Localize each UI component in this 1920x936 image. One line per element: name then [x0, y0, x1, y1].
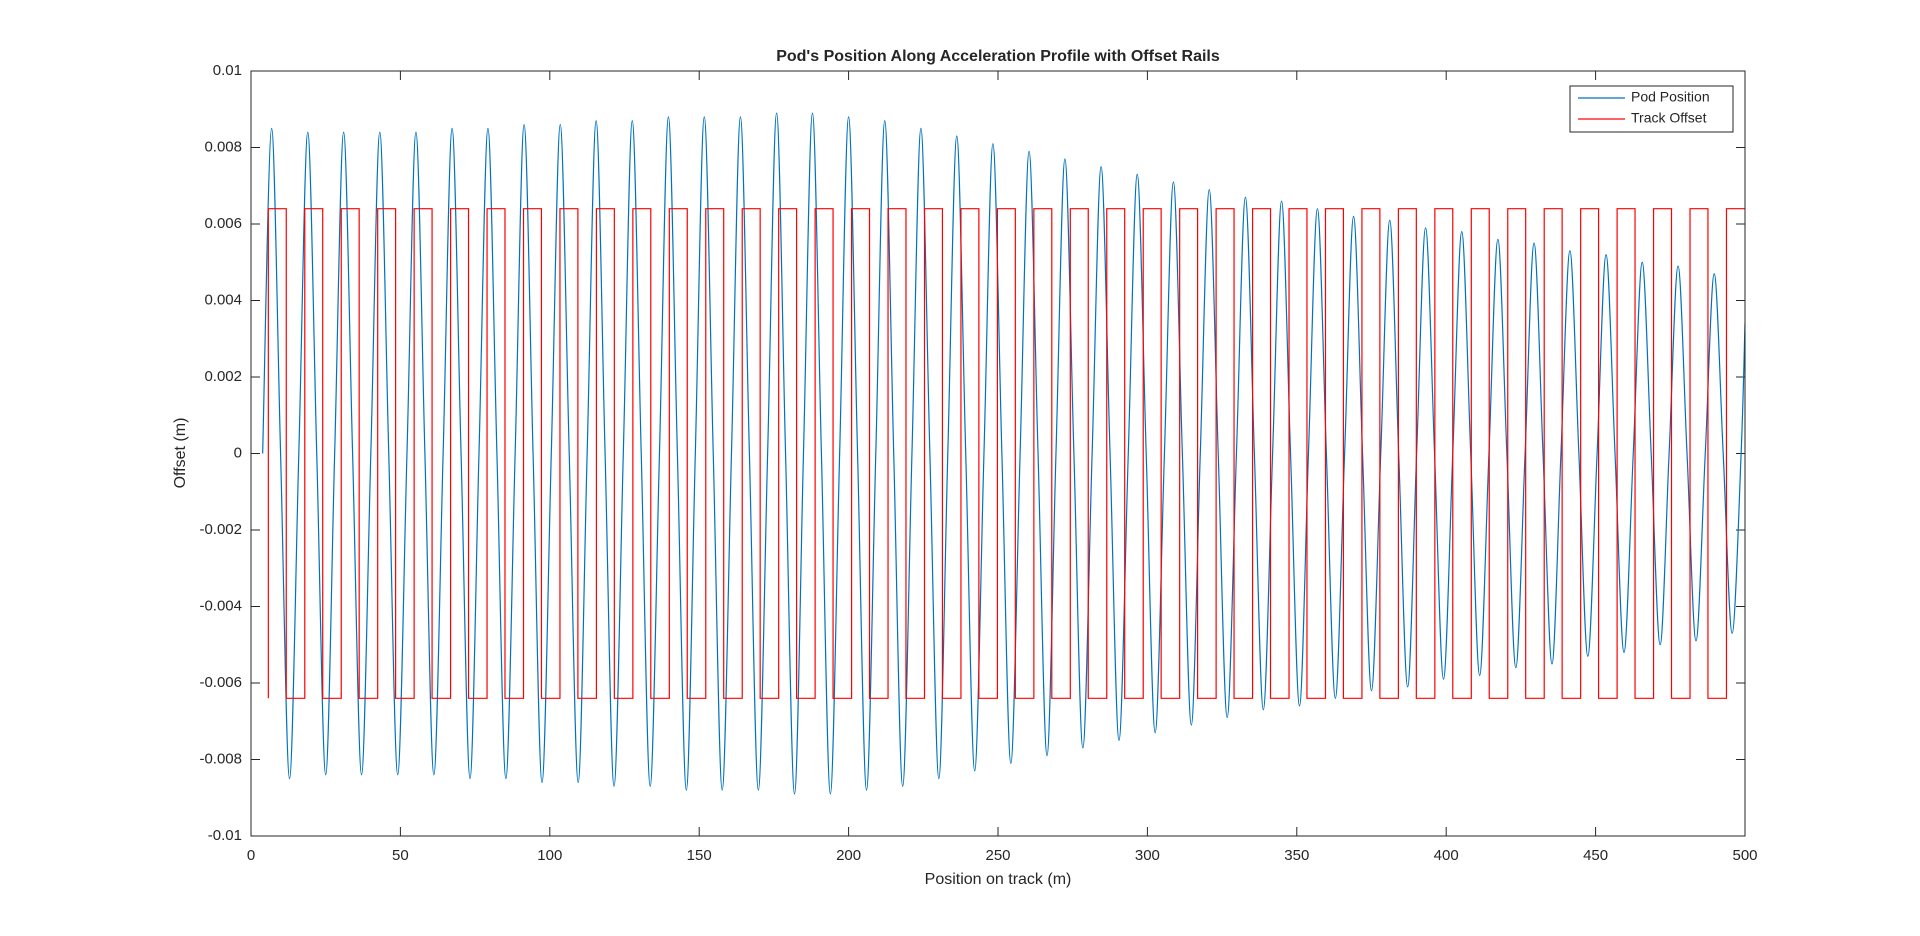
y-tick-label: -0.004	[199, 597, 242, 614]
y-tick-label: 0.004	[204, 291, 242, 308]
chart-title: Pod's Position Along Acceleration Profil…	[776, 48, 1220, 65]
y-tick-label: -0.002	[199, 521, 242, 538]
y-tick-label: -0.008	[199, 750, 242, 767]
axes-box	[250, 70, 1746, 837]
x-tick-label: 150	[687, 847, 712, 864]
x-tick-label: 50	[392, 847, 409, 864]
data-line	[267, 208, 1745, 699]
y-tick-label: 0.002	[204, 368, 242, 385]
y-tick-label: 0	[234, 444, 242, 461]
y-tick-label: 0.008	[204, 138, 242, 155]
y-tick-label: 0.01	[213, 62, 242, 79]
y-tick-label: -0.01	[208, 827, 242, 844]
x-tick-label: 0	[247, 847, 255, 864]
x-tick-label: 500	[1732, 847, 1757, 864]
x-tick-label: 200	[836, 847, 861, 864]
x-tick-label: 250	[985, 847, 1010, 864]
y-tick-label: -0.006	[199, 674, 242, 691]
data-line	[262, 112, 1745, 795]
legend-label: Track Offset	[1631, 110, 1707, 126]
x-tick-label: 100	[537, 847, 562, 864]
y-axis-label: Offset (m)	[172, 418, 189, 489]
x-axis-label: Position on track (m)	[925, 871, 1072, 888]
x-tick-label: 400	[1434, 847, 1459, 864]
x-tick-label: 350	[1284, 847, 1309, 864]
legend-label: Pod Position	[1631, 89, 1710, 105]
legend-box	[1569, 85, 1734, 133]
y-tick-label: 0.006	[204, 215, 242, 232]
x-tick-label: 300	[1135, 847, 1160, 864]
x-tick-label: 450	[1583, 847, 1608, 864]
